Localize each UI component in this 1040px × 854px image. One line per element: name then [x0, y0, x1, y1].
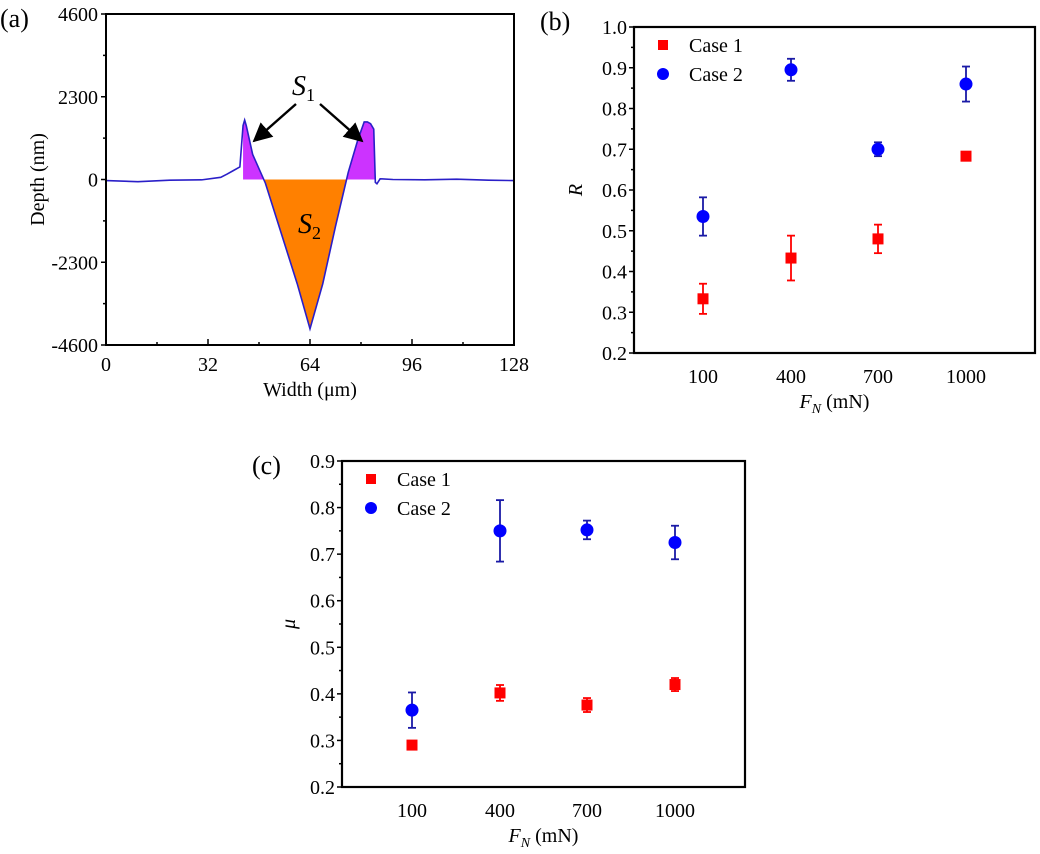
y-tick-label: 0.4 [310, 684, 335, 706]
data-point-square [669, 679, 681, 691]
x-axis-title: FN (mN) [799, 391, 870, 417]
x-tick-label: 100 [688, 366, 718, 388]
x-tick-label: 700 [572, 800, 602, 822]
y-tick-label: 1.0 [602, 17, 627, 39]
y-axis-title: R [565, 184, 587, 197]
x-axis-title-subscript: N [811, 402, 822, 417]
x-tick-label: 1000 [655, 800, 695, 822]
profile-line [105, 117, 515, 332]
data-point-square [494, 687, 506, 699]
y-axis-title: Depth (nm) [27, 133, 49, 226]
x-tick-label: 700 [863, 366, 893, 388]
x-axis-title: FN (mN) [508, 825, 579, 851]
x-axis-title-subscript: N [520, 836, 531, 851]
annotation-s2-subscript: 2 [312, 223, 321, 243]
annotation-s2-letter: S [298, 209, 312, 240]
y-tick-label: 0.5 [310, 637, 335, 659]
data-point-circle [493, 524, 507, 538]
data-point-square [697, 293, 709, 305]
panel-c: (c) 0.2 0.3 0.4 0.5 0.6 0.7 0.8 0.9 100 400 700 1000… [252, 451, 747, 851]
x-tick-label: 32 [198, 354, 218, 376]
data-point-circle [959, 77, 973, 91]
x-tick-label: 128 [499, 354, 529, 376]
data-point-square [581, 699, 593, 711]
y-tick-label: -2300 [51, 252, 98, 274]
y-tick-label: 0.2 [310, 777, 335, 799]
y-tick-label: 0.3 [602, 302, 627, 324]
y-tick-label: 0.6 [602, 180, 627, 202]
legend-marker-circle [657, 68, 669, 80]
data-point-circle [784, 63, 798, 77]
region-s1 [243, 120, 376, 180]
legend-label: Case 1 [689, 35, 743, 57]
legend-marker-square [658, 40, 668, 50]
data-point-circle [405, 703, 419, 717]
y-tick-label: 0.8 [602, 99, 627, 121]
panel-a: (a) 0 32 64 96 128 -4600 -2300 0 2300 4600 Width (μ… [0, 4, 529, 401]
y-tick-label: 2300 [58, 87, 98, 109]
data-point-square [406, 739, 418, 751]
annotation-s1-letter: S [292, 71, 306, 102]
legend-marker-square [366, 474, 376, 484]
y-tick-label: 0.9 [310, 451, 335, 473]
y-tick-label: 0.2 [602, 343, 627, 365]
legend-label: Case 2 [397, 498, 451, 520]
x-axis-title-symbol: F [799, 391, 813, 413]
y-tick-label: 0.9 [602, 58, 627, 80]
y-tick-label: 4600 [58, 4, 98, 26]
y-tick-label: 0 [88, 170, 98, 192]
annotation-s1: S1 [292, 71, 315, 105]
x-axis-title: Width (μm) [263, 379, 357, 401]
x-tick-label: 64 [300, 354, 320, 376]
panel-label: (a) [0, 4, 29, 33]
y-tick-label: 0.3 [310, 730, 335, 752]
panel-label: (c) [252, 451, 281, 480]
y-tick-label: 0.5 [602, 221, 627, 243]
arrow-right [319, 103, 364, 143]
y-axis-title: μ [278, 619, 300, 630]
x-tick-label: 0 [101, 354, 111, 376]
data-point-square [960, 150, 972, 162]
annotation-s2: S2 [298, 209, 321, 243]
data-point-circle [668, 536, 682, 549]
series-case-1: Case 1 [658, 35, 972, 315]
legend-marker-circle [365, 502, 377, 514]
data-point-square [872, 233, 884, 245]
x-tick-label: 100 [397, 800, 427, 822]
panel-b: (b) 0.2 0.3 0.4 0.5 0.6 0.7 0.8 0.9 1.0 100 400 700 1… [540, 7, 1037, 417]
y-tick-label: 0.7 [310, 544, 335, 566]
legend-label: Case 1 [397, 469, 451, 491]
y-tick-label: 0.8 [310, 498, 335, 520]
series-case-1: Case 1 [366, 469, 681, 751]
series-case-2: Case 2 [657, 57, 973, 237]
x-tick-label: 400 [776, 366, 806, 388]
data-point-circle [696, 209, 710, 223]
x-axis-title-symbol: F [508, 825, 522, 847]
series-case-2: Case 2 [365, 498, 682, 729]
annotation-s1-subscript: 1 [306, 85, 315, 105]
x-axis-title-unit: (mN) [530, 825, 578, 847]
arrow-left [252, 103, 297, 143]
x-tick-label: 400 [485, 800, 515, 822]
data-point-circle [871, 142, 885, 156]
y-tick-label: 0.7 [602, 139, 627, 161]
x-tick-label: 1000 [946, 366, 986, 388]
data-point-circle [580, 523, 594, 537]
data-point-square [785, 252, 797, 264]
y-tick-label: 0.6 [310, 591, 335, 613]
y-tick-label: 0.4 [602, 262, 627, 284]
legend-label: Case 2 [689, 64, 743, 86]
panel-label: (b) [540, 7, 570, 36]
y-tick-label: -4600 [51, 335, 98, 357]
x-axis-title-unit: (mN) [821, 391, 869, 413]
x-tick-label: 96 [402, 354, 422, 376]
